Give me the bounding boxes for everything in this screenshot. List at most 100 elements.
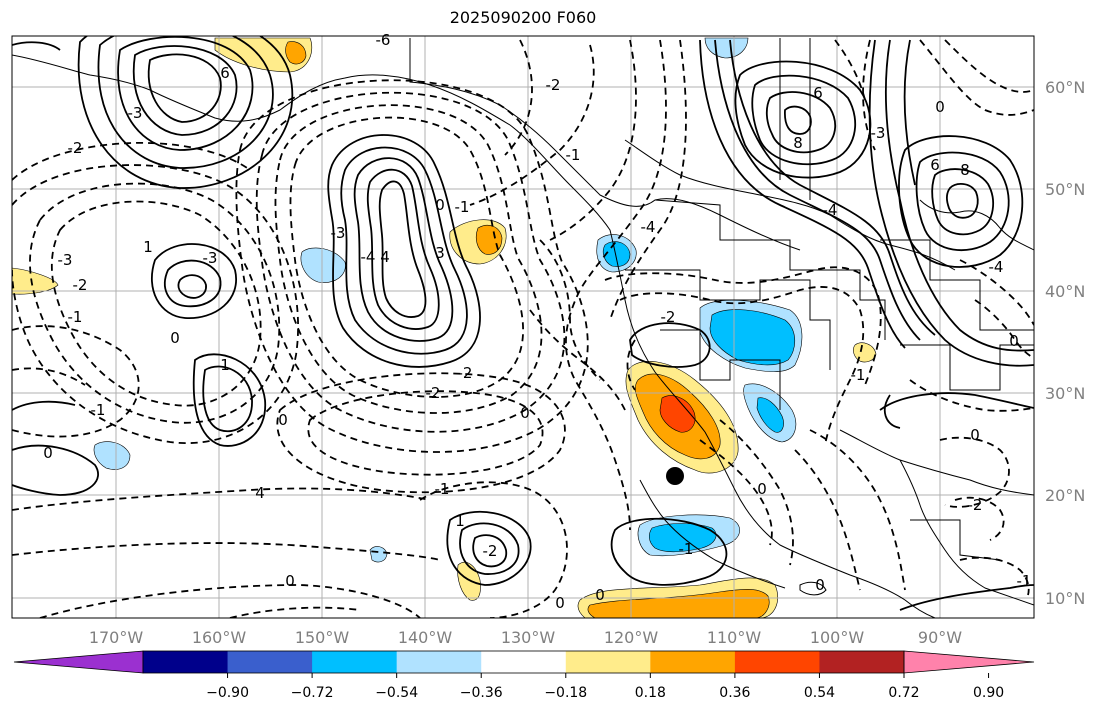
contour-label: 0 (43, 444, 53, 462)
contour-label: -3 (203, 249, 218, 267)
latitude-label: 50°N (1045, 180, 1085, 199)
colorbar-extend-low (13, 650, 144, 674)
colorbar-segment (650, 651, 736, 673)
contour-label: -2 (661, 308, 676, 326)
contour-label: 1 (220, 356, 230, 374)
map-title: 2025090200 F060 (449, 8, 597, 27)
contour-label: 3 (435, 244, 445, 262)
colorbar (13, 650, 1035, 674)
contour-label: 0 (278, 411, 288, 429)
contour-label: -6 (376, 31, 391, 49)
colorbar-segment (227, 651, 313, 673)
colorbar-segment (734, 651, 820, 673)
colorbar-outline (142, 650, 905, 674)
shade-mex-blue (756, 397, 784, 433)
location-dot (666, 467, 684, 485)
shade-south-orange (587, 589, 770, 618)
longitude-label: 100°W (810, 628, 865, 647)
contour-label: -4 (989, 258, 1004, 276)
contour-label: 0 (970, 426, 980, 444)
contour-label: -1 (91, 401, 106, 419)
contour-label: 0 (815, 576, 825, 594)
solid-contours (12, 36, 1034, 611)
longitude-label: 90°W (918, 628, 962, 647)
contour-label: 6 (220, 64, 230, 82)
contour-label: 4 (255, 484, 265, 502)
contour-label: 0 (170, 329, 180, 347)
longitude-label: 150°W (295, 628, 350, 647)
map-frame (11, 35, 1035, 619)
contour-label: -1 (68, 308, 83, 326)
contour-label: 6 (930, 156, 940, 174)
contour-label: -3 (871, 124, 886, 142)
shade-gulf-yellow (853, 342, 877, 363)
contour-label: -3 (331, 224, 346, 242)
contour-label: 0 (285, 572, 295, 590)
shade-small-yellow-s (457, 561, 481, 601)
colorbar-tick-label: 0.72 (888, 685, 919, 701)
contour-label: -2 (73, 276, 88, 294)
contour-label: -1 (435, 480, 450, 498)
colorbar-segment (819, 651, 905, 673)
longitude-label: 140°W (398, 628, 453, 647)
colorbar-tick-label: 0.54 (804, 685, 835, 701)
contour-label: -1 (566, 146, 581, 164)
colorbar-tick-label: −0.36 (460, 685, 503, 701)
contour-label: 4 (380, 248, 390, 266)
contour-label: -1 (1017, 572, 1032, 590)
contour-label: -2 (458, 364, 473, 382)
contour-label: 0 (555, 594, 565, 612)
contour-label: 1 (455, 512, 465, 530)
colorbar-tick-label: 0.36 (719, 685, 750, 701)
longitude-label: 130°W (501, 628, 556, 647)
colorbar-segment (312, 651, 398, 673)
longitude-label: 160°W (192, 628, 247, 647)
contour-label: 6 (813, 84, 823, 102)
colorbar-tick-label: 0.18 (635, 685, 666, 701)
contour-label: -2 (546, 76, 561, 94)
colorbar-segment (143, 651, 229, 673)
contour-label: -4 (823, 201, 838, 219)
contour-label: -1 (851, 366, 866, 384)
contour-label: -2 (968, 496, 983, 514)
longitude-label: 120°W (604, 628, 659, 647)
contour-label: -2 (483, 542, 498, 560)
colorbar-segment (481, 651, 567, 673)
contour-label: -4 (361, 248, 376, 266)
contour-label: -2 (68, 139, 83, 157)
contour-label: 8 (960, 161, 970, 179)
contour-label: 8 (793, 134, 803, 152)
latitude-label: 60°N (1045, 78, 1085, 97)
colorbar-tick-label: −0.54 (375, 685, 418, 701)
latitude-labels: 60°N 50°N 40°N 30°N 20°N 10°N (1045, 78, 1085, 608)
shade-baja-red (659, 395, 696, 433)
contour-label: -1 (455, 198, 470, 216)
colorbar-tick-label: −0.18 (544, 685, 587, 701)
shade-small-blue-c (369, 546, 388, 563)
colorbar-tick-label: −0.72 (291, 685, 334, 701)
longitude-label: 110°W (707, 628, 762, 647)
latitude-label: 20°N (1045, 486, 1085, 505)
colorbar-tick-label: −0.90 (206, 685, 249, 701)
longitude-label: 170°W (89, 628, 144, 647)
shade-nw-orange (285, 41, 307, 65)
contour-label: -4 (641, 218, 656, 236)
shade-west-yellow (12, 267, 59, 295)
shade-mid-blue (300, 247, 346, 283)
colorbar-extend-high (903, 650, 1035, 674)
contour-label: -2 (426, 384, 441, 402)
longitude-labels: 170°W 160°W 150°W 140°W 130°W 120°W 110°W 100°W… (89, 628, 962, 647)
latitude-label: 10°N (1045, 589, 1085, 608)
colorbar-ticks: −0.90 −0.72 −0.54 −0.36 −0.18 0.18 0.36 0.54 0.7… (206, 673, 1004, 701)
shaded-anomalies (12, 37, 877, 618)
contour-label: -3 (128, 104, 143, 122)
shade-top-blue (704, 37, 749, 59)
latitude-label: 30°N (1045, 384, 1085, 403)
contour-label: 0 (1009, 332, 1019, 350)
contour-label: 0 (520, 404, 530, 422)
contour-label: 0 (435, 196, 445, 214)
contour-label: -3 (58, 251, 73, 269)
shade-us-blue (709, 309, 796, 366)
